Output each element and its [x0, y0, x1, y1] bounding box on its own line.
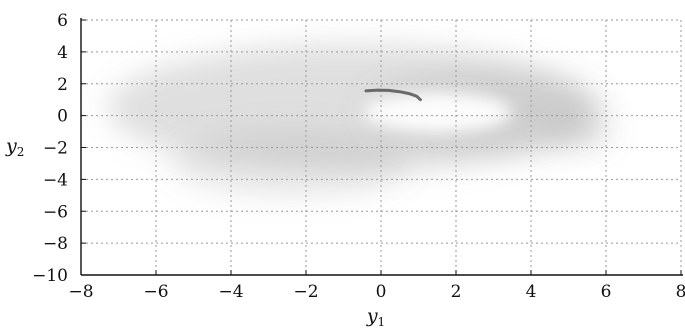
x-tick-label: 0 — [376, 282, 387, 302]
x-tick-label: −4 — [218, 282, 243, 302]
y-axis-label: y2 — [5, 135, 24, 159]
x-tick-label: −8 — [68, 282, 93, 302]
axes — [80, 18, 683, 276]
y-tick-label: −10 — [32, 266, 68, 286]
x-tick-label: 8 — [676, 282, 685, 302]
x-tick-label: 6 — [601, 282, 612, 302]
x-axis-label: y1 — [366, 305, 385, 329]
x-tick-label: 2 — [451, 282, 462, 302]
x-tick-labels: −8 −6 −4 −2 0 2 4 6 8 — [68, 282, 685, 302]
y-tick-label: 0 — [57, 107, 68, 127]
y-tick-label: 6 — [57, 11, 68, 31]
y-tick-label: 4 — [57, 43, 68, 63]
density-hole — [362, 91, 513, 134]
x-tick-label: 4 — [526, 282, 537, 302]
y-tick-label: −8 — [43, 234, 68, 254]
trajectory-line — [364, 88, 422, 102]
y-tick-label: 2 — [57, 75, 68, 95]
y-tick-label: −2 — [43, 139, 68, 159]
density-field — [107, 43, 614, 197]
trajectory — [364, 88, 422, 102]
y-tick-labels: −10 −8 −6 −4 −2 0 2 4 6 — [32, 11, 68, 286]
x-tick-label: −6 — [143, 282, 168, 302]
density-region-3 — [546, 112, 614, 151]
y-tick-label: −6 — [43, 202, 68, 222]
y-tick-label: −4 — [43, 170, 68, 190]
grid — [81, 19, 682, 275]
density-region-1 — [171, 129, 411, 197]
x-tick-label: −2 — [293, 282, 318, 302]
